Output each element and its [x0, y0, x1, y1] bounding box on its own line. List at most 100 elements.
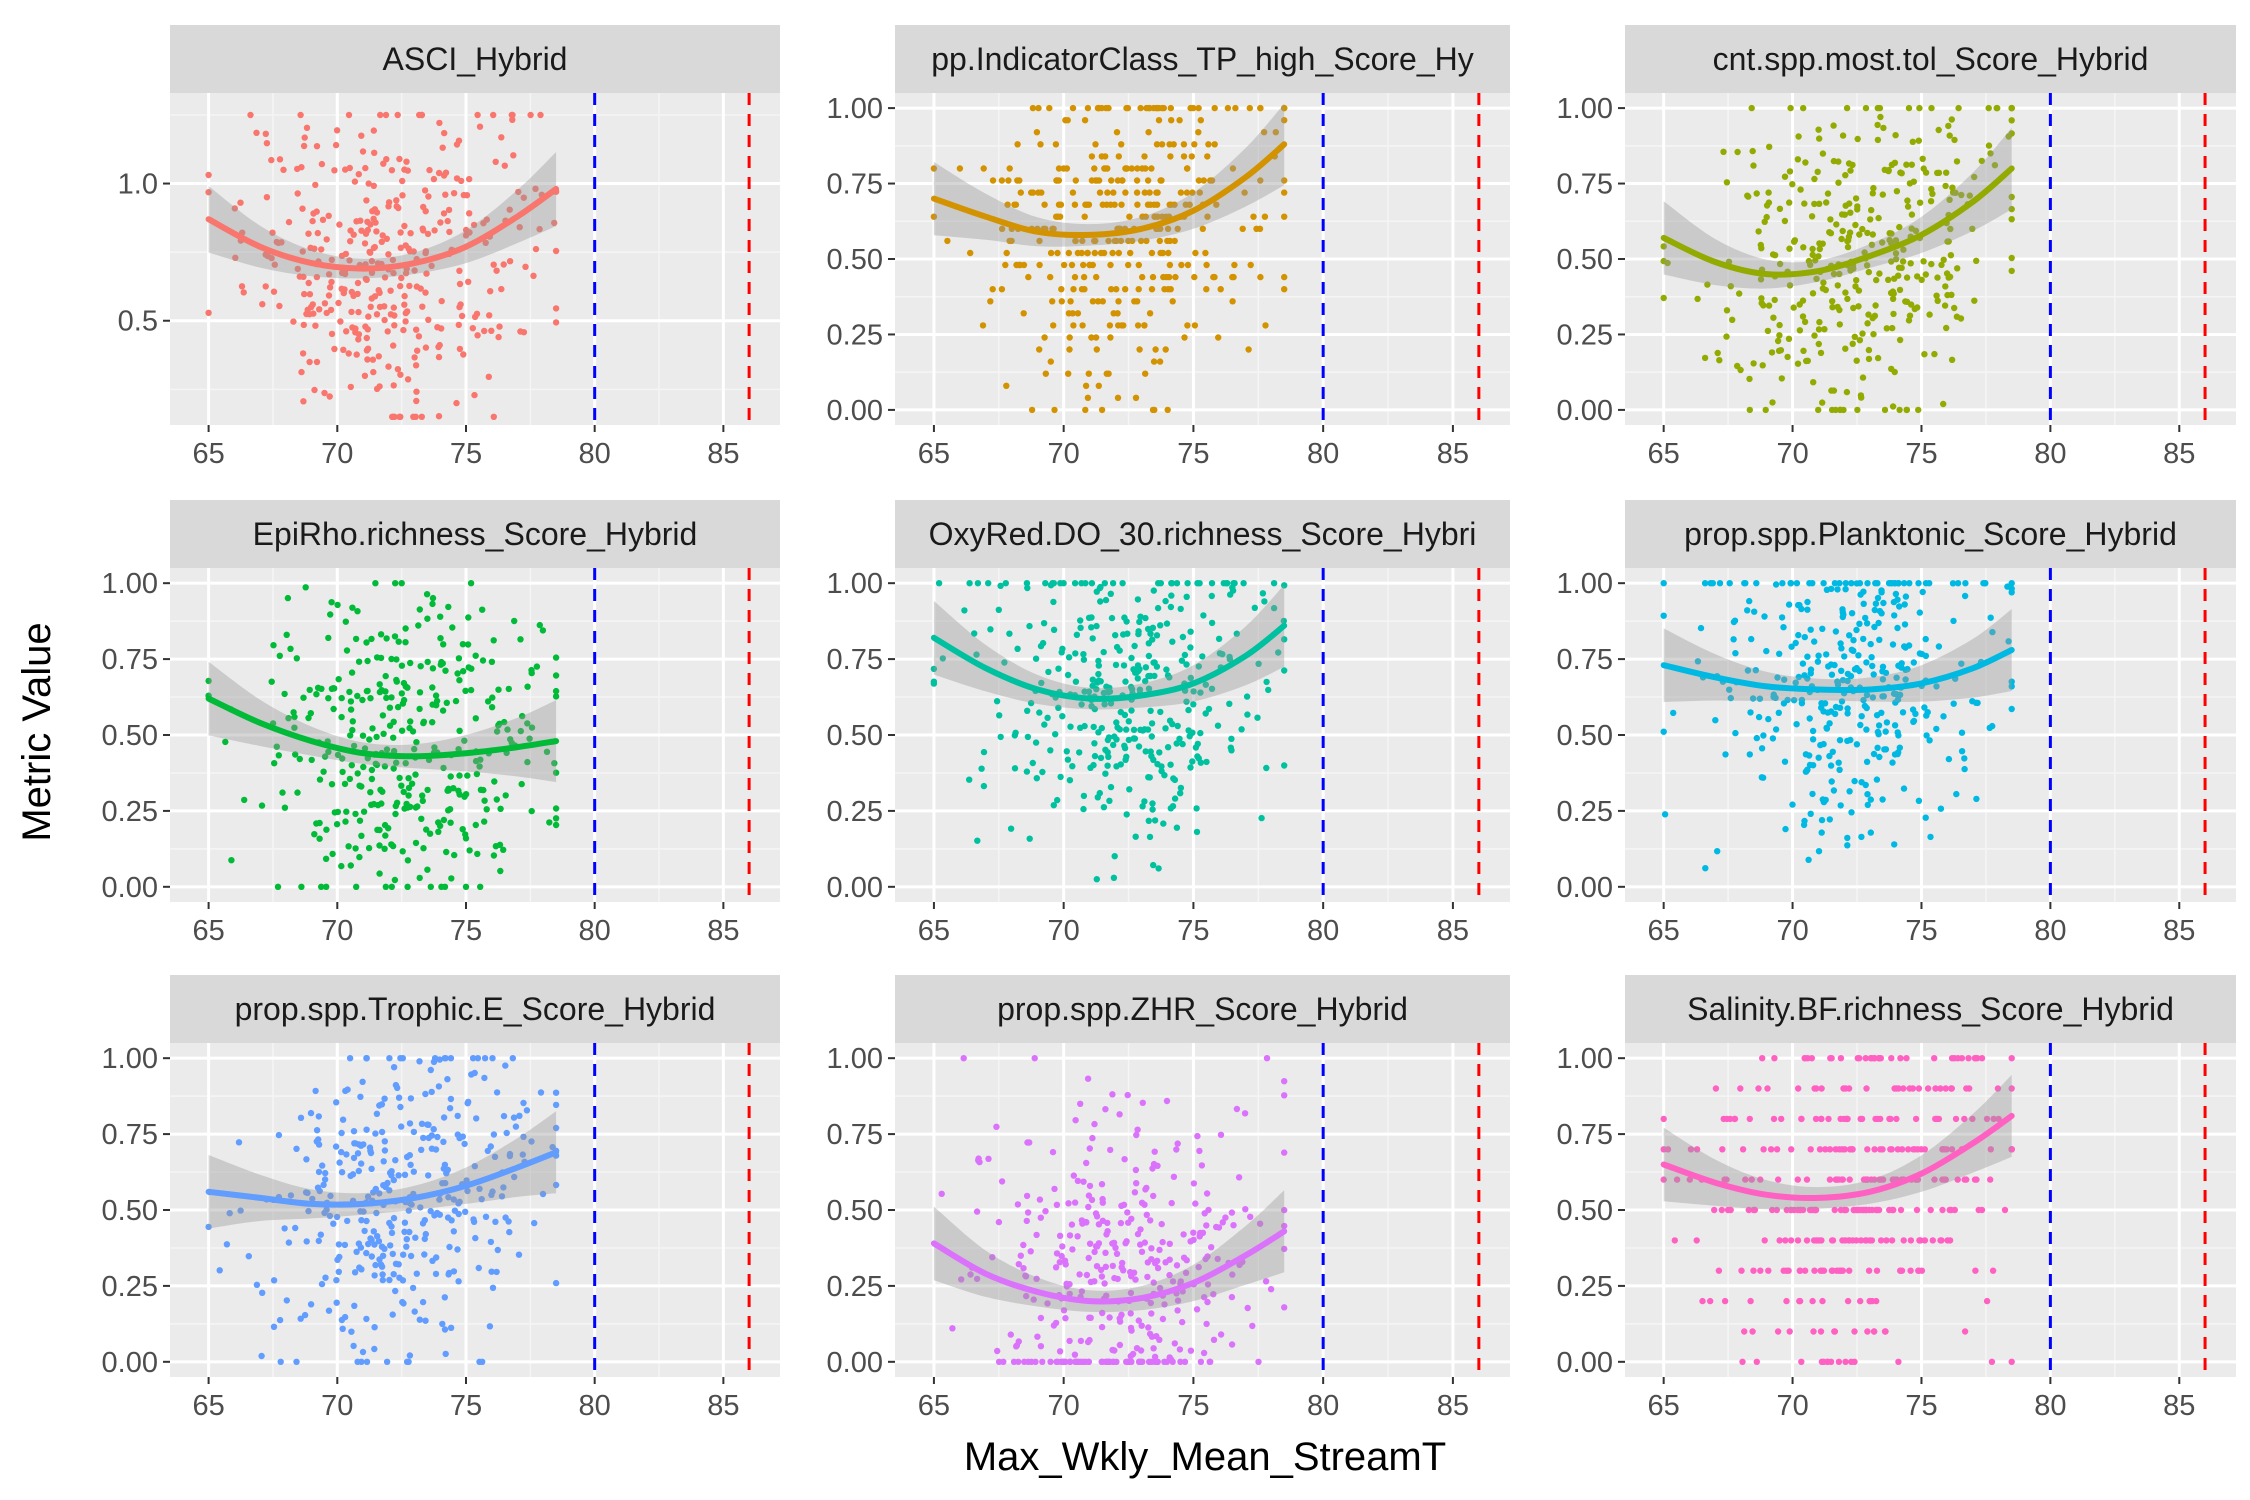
data-point: [1228, 1209, 1236, 1216]
data-point: [1088, 153, 1096, 160]
data-point: [1150, 1192, 1157, 1200]
data-point: [1183, 165, 1191, 172]
data-point: [985, 580, 992, 587]
data-point: [1088, 334, 1095, 341]
data-point: [367, 695, 374, 702]
data-point: [1839, 606, 1846, 613]
data-point: [500, 1184, 507, 1191]
data-point: [1868, 1237, 1876, 1244]
data-point: [1966, 1085, 1973, 1092]
data-point: [292, 751, 299, 758]
data-point: [1083, 1271, 1091, 1279]
data-point: [333, 1213, 341, 1221]
data-point: [490, 1131, 498, 1138]
data-point: [415, 333, 423, 340]
data-point: [1080, 656, 1088, 663]
data-point: [1858, 833, 1865, 841]
data-point: [269, 229, 276, 236]
data-point: [460, 191, 467, 199]
data-point: [319, 216, 327, 223]
data-point: [384, 328, 391, 335]
data-point: [1134, 322, 1142, 329]
data-point: [1781, 173, 1789, 180]
data-point: [1128, 654, 1135, 662]
data-point: [1078, 1288, 1086, 1295]
data-point: [1742, 1176, 1749, 1183]
data-point: [1167, 153, 1174, 160]
data-point: [527, 111, 534, 119]
data-point: [1769, 251, 1777, 258]
data-point: [205, 677, 212, 685]
data-point: [1117, 708, 1125, 716]
data-point: [1823, 725, 1831, 732]
data-point: [1777, 347, 1785, 354]
data-point: [1768, 349, 1776, 356]
data-point: [1896, 406, 1903, 414]
data-point: [466, 210, 473, 217]
data-point: [1795, 673, 1803, 681]
data-point: [476, 763, 483, 770]
data-point: [332, 141, 340, 149]
data-point: [1086, 1240, 1094, 1247]
data-point: [1808, 213, 1816, 220]
data-point: [1080, 1358, 1087, 1366]
data-point: [1788, 643, 1795, 650]
data-point: [1870, 184, 1877, 192]
data-point: [1794, 156, 1802, 163]
data-point: [497, 805, 504, 812]
data-point: [456, 677, 463, 684]
data-point: [418, 111, 426, 119]
data-point: [1141, 153, 1148, 160]
data-point: [1988, 1358, 1996, 1366]
data-point: [425, 1134, 432, 1142]
data-point: [392, 1287, 399, 1295]
data-point: [1051, 406, 1058, 414]
data-point: [1755, 713, 1763, 721]
data-point: [1906, 580, 1913, 587]
data-point: [1082, 580, 1089, 587]
data-point: [481, 797, 488, 804]
data-point: [422, 1317, 429, 1324]
x-tick-label: 85: [707, 915, 739, 947]
data-point: [280, 166, 287, 173]
data-point: [489, 1055, 496, 1062]
data-point: [1874, 594, 1882, 602]
data-point: [1883, 1237, 1890, 1244]
data-point: [1752, 667, 1760, 674]
data-point: [1870, 750, 1878, 758]
data-point: [1763, 202, 1771, 209]
data-point: [1842, 345, 1849, 352]
data-point: [1183, 698, 1190, 705]
data-point: [1151, 817, 1159, 824]
data-point: [1877, 1146, 1884, 1153]
data-point: [1137, 1241, 1144, 1248]
data-point: [537, 1089, 545, 1096]
data-point: [1086, 1182, 1094, 1190]
data-point: [321, 1176, 329, 1183]
data-point: [1848, 580, 1855, 587]
data-point: [1020, 1241, 1027, 1249]
data-point: [1023, 1192, 1031, 1200]
data-point: [1226, 700, 1233, 707]
data-point: [1938, 1237, 1945, 1244]
data-point: [1214, 1255, 1221, 1263]
data-point: [439, 707, 447, 714]
data-point: [1203, 758, 1210, 766]
data-point: [318, 246, 325, 253]
data-point: [347, 238, 354, 245]
data-point: [429, 600, 436, 608]
data-point: [386, 1219, 393, 1227]
data-point: [262, 251, 269, 258]
data-point: [440, 1138, 447, 1146]
data-point: [1036, 346, 1043, 353]
data-point: [1148, 286, 1156, 293]
data-point: [1852, 221, 1859, 229]
x-tick-label: 80: [2034, 915, 2066, 947]
data-point: [1838, 667, 1845, 674]
data-point: [1022, 1292, 1030, 1300]
data-point: [347, 383, 354, 391]
y-tick-label: 0.50: [1557, 244, 1613, 276]
y-tick-label: 0.50: [102, 1195, 158, 1227]
data-point: [1105, 734, 1113, 741]
data-point: [368, 1165, 375, 1173]
